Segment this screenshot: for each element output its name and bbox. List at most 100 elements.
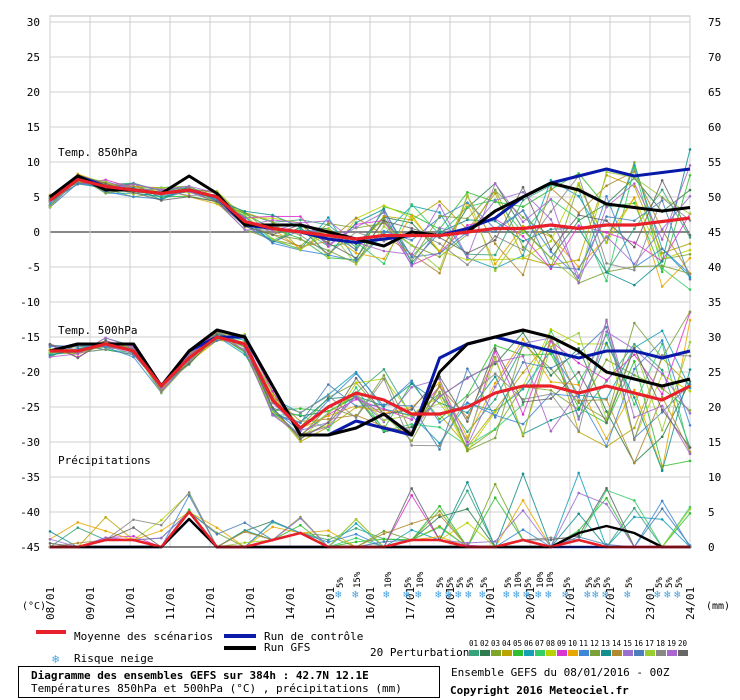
perturbation-point — [660, 264, 664, 268]
perturbation-point — [688, 368, 692, 371]
snow-risk-label: 5% — [524, 577, 534, 588]
perturbation-point — [521, 498, 525, 502]
perturbation-key-swatch — [557, 650, 567, 656]
perturbation-point — [660, 196, 664, 200]
perturbation-point — [410, 226, 414, 230]
perturbation-line — [49, 149, 691, 286]
perturbation-point — [521, 433, 525, 436]
perturbation-point — [271, 237, 274, 241]
perturbation-key-swatch — [568, 650, 578, 656]
legend: Moyenne des scénarios Run de contrôle Ru… — [36, 630, 688, 666]
perturbation-point — [688, 411, 692, 415]
perturbation-point — [410, 261, 414, 265]
perturbation-point — [493, 242, 497, 246]
perturbation-point — [660, 499, 664, 503]
snowflake-icon: ❄ — [535, 588, 542, 601]
perturbation-point — [215, 200, 219, 203]
perturbation-point — [577, 211, 580, 215]
perturbation-point — [577, 381, 580, 384]
perturbation-point — [438, 526, 441, 529]
perturbation-point — [132, 182, 135, 186]
perturbation-point — [549, 380, 553, 384]
perturbation-point — [438, 200, 441, 203]
perturbation-key-swatch — [623, 650, 633, 656]
snowflake-icon: ❄ — [602, 588, 609, 601]
perturbation-point — [688, 233, 692, 237]
diagram-title: Diagramme des ensembles GEFS sur 384h : … — [31, 669, 369, 682]
right-tick-label: 10 — [708, 471, 721, 484]
perturbation-point — [243, 210, 247, 213]
right-tick-label: 70 — [708, 51, 721, 64]
perturbation-point — [549, 234, 553, 238]
perturbation-point — [577, 213, 580, 217]
perturbation-point — [48, 342, 52, 346]
snowflake-icon: ❄ — [592, 588, 599, 601]
perturbation-point — [271, 390, 274, 393]
perturbation-point — [326, 425, 330, 428]
copyright: Copyright 2016 Meteociel.fr — [450, 684, 629, 697]
snowflake-icon: ❄ — [352, 588, 359, 601]
perturbation-point — [605, 421, 608, 424]
section-label-precip: Précipitations — [58, 454, 151, 467]
legend-control-label: Run de contrôle — [264, 630, 363, 643]
perturbation-point — [521, 387, 525, 391]
perturbation-point — [354, 540, 358, 544]
perturbation-key-swatch — [524, 650, 534, 656]
perturbation-point — [549, 239, 553, 243]
perturbation-point — [633, 170, 636, 173]
perturbation-point — [466, 251, 469, 255]
left-tick-label: 20 — [27, 86, 40, 99]
perturbation-point — [299, 238, 302, 241]
perturbation-point — [633, 367, 636, 371]
perturbation-key-swatch — [590, 650, 600, 656]
perturbation-point — [76, 356, 80, 360]
date-tick-label: 23/01 — [644, 587, 657, 620]
perturbation-point — [549, 265, 553, 269]
date-tick-label: 22/01 — [604, 587, 617, 620]
perturbation-point — [493, 258, 497, 261]
perturbation-point — [493, 234, 497, 238]
perturbation-point — [521, 185, 525, 189]
left-tick-label: -25 — [20, 401, 40, 414]
perturbation-point — [299, 233, 302, 237]
perturbation-point — [688, 505, 692, 509]
perturbation-point — [104, 339, 107, 342]
perturbation-point — [493, 381, 497, 385]
perturbation-point — [688, 318, 692, 322]
perturbation-point — [438, 394, 441, 398]
perturbation-point — [326, 252, 330, 256]
perturbation-point — [605, 271, 608, 274]
perturbation-point — [187, 362, 191, 366]
perturbation-point — [104, 182, 107, 185]
perturbation-point — [605, 235, 608, 238]
perturbation-point — [549, 392, 553, 396]
perturbation-point — [354, 251, 358, 255]
perturbation-point — [48, 203, 52, 207]
snowflake-icon: ❄ — [403, 588, 410, 601]
perturbation-point — [438, 214, 441, 218]
perturbation-point — [688, 354, 692, 358]
perturbation-key-label: 13 — [601, 639, 610, 648]
perturbation-point — [438, 211, 441, 214]
perturbation-point — [299, 517, 302, 520]
perturbation-point — [466, 489, 469, 493]
perturbation-point — [438, 267, 441, 271]
perturbation-point — [410, 264, 414, 268]
left-tick-label: 10 — [27, 156, 40, 169]
perturbation-point — [549, 210, 553, 213]
perturbation-point — [605, 444, 608, 448]
perturbation-point — [605, 215, 608, 218]
perturbation-point — [521, 422, 525, 426]
perturbation-point — [633, 415, 636, 419]
perturbation-point — [633, 342, 636, 346]
date-tick-label: 20/01 — [524, 587, 537, 620]
perturbation-point — [688, 194, 692, 198]
perturbation-key-label: 05 — [513, 639, 522, 648]
perturbation-point — [605, 184, 608, 188]
perturbation-point — [493, 410, 497, 414]
right-tick-label: 35 — [708, 296, 721, 309]
perturbation-point — [660, 353, 664, 357]
perturbation-point — [577, 395, 580, 399]
perturbation-point — [243, 353, 247, 356]
